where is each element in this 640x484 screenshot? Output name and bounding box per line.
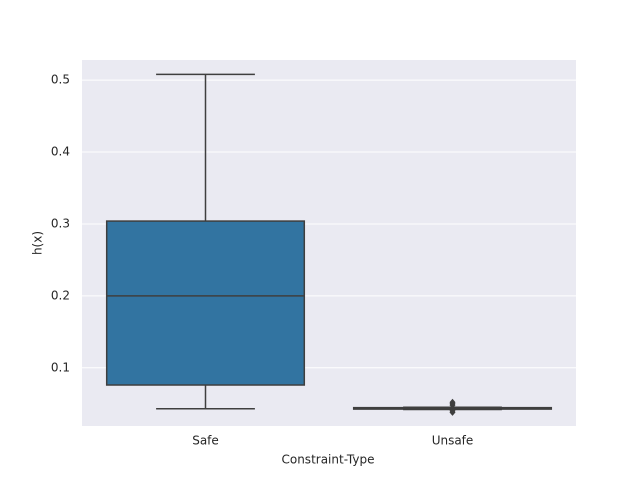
- y-tick-label: 0.3: [51, 216, 70, 230]
- y-tick-label: 0.2: [51, 288, 70, 302]
- y-tick-label: 0.1: [51, 360, 70, 374]
- y-tick-label: 0.4: [51, 145, 70, 159]
- y-tick-label: 0.5: [51, 73, 70, 87]
- box: [105, 220, 306, 386]
- outlier: [449, 407, 456, 415]
- x-tick-label: Safe: [192, 434, 219, 448]
- x-tick-label: Unsafe: [432, 434, 474, 448]
- y-axis-label: h(x): [31, 231, 45, 255]
- outlier: [449, 398, 456, 406]
- x-axis-label: Constraint-Type: [281, 453, 374, 467]
